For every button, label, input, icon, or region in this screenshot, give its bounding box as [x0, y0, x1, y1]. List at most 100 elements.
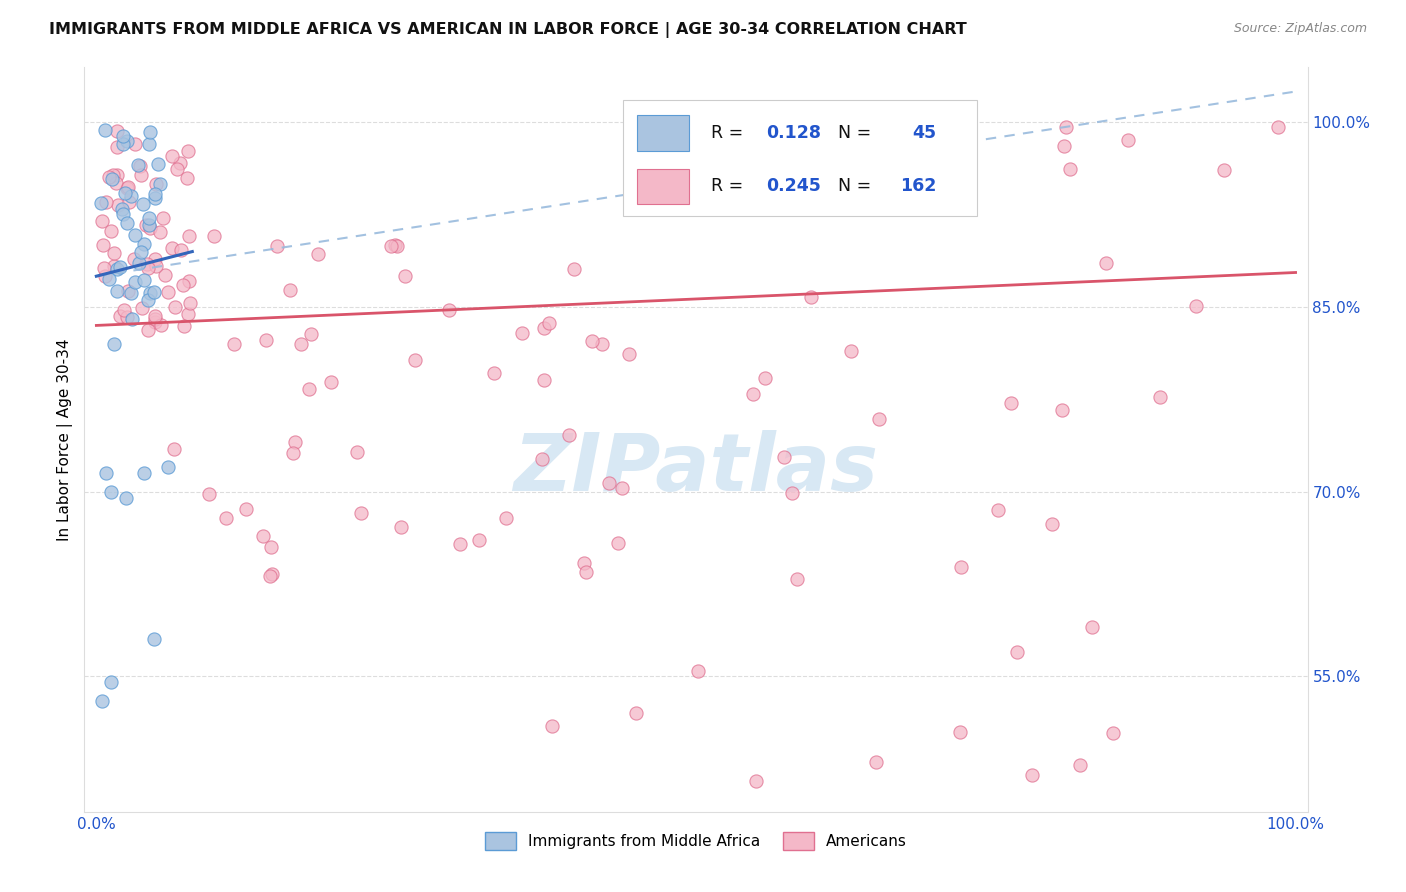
Point: [299, 327, 322, 342]
Point: [115, 310, 138, 324]
Point: [157, 460, 180, 475]
Point: [132, 273, 155, 287]
Point: [163, 442, 186, 456]
Point: [115, 181, 138, 195]
Point: [131, 301, 153, 315]
Point: [868, 412, 890, 426]
Point: [108, 310, 131, 324]
Point: [97, 272, 120, 286]
Text: 0.128: 0.128: [766, 124, 821, 142]
Point: [754, 371, 776, 385]
Point: [162, 149, 184, 163]
Point: [558, 428, 581, 442]
Point: [624, 706, 647, 721]
Point: [98, 169, 121, 184]
Point: [290, 337, 312, 351]
Point: [1059, 162, 1081, 177]
Point: [146, 157, 169, 171]
Point: [100, 484, 122, 499]
Point: [104, 177, 127, 191]
Point: [91, 694, 114, 708]
Point: [131, 197, 153, 211]
Point: [284, 434, 307, 449]
Point: [574, 556, 596, 570]
Point: [163, 301, 186, 315]
Point: [782, 486, 804, 500]
Point: [120, 189, 142, 203]
Point: [166, 161, 188, 176]
Point: [179, 296, 201, 310]
Text: R =: R =: [710, 124, 748, 142]
Point: [122, 252, 145, 266]
Point: [1081, 620, 1104, 634]
Text: ZIPatlas: ZIPatlas: [513, 430, 879, 508]
Point: [346, 445, 368, 459]
Point: [136, 257, 159, 271]
Point: [160, 241, 183, 255]
Point: [136, 260, 159, 275]
Point: [100, 675, 122, 690]
Text: N =: N =: [827, 124, 876, 142]
Point: [198, 487, 221, 501]
Point: [235, 502, 257, 516]
Point: [176, 145, 198, 159]
Point: [112, 302, 135, 317]
Point: [1050, 402, 1073, 417]
Point: [617, 347, 640, 361]
Point: [169, 156, 191, 170]
Text: IMMIGRANTS FROM MIDDLE AFRICA VS AMERICAN IN LABOR FORCE | AGE 30-34 CORRELATION: IMMIGRANTS FROM MIDDLE AFRICA VS AMERICA…: [49, 22, 967, 38]
Point: [117, 179, 139, 194]
Point: [94, 195, 117, 210]
Point: [467, 533, 489, 548]
Point: [949, 724, 972, 739]
Point: [449, 537, 471, 551]
Point: [93, 261, 115, 276]
Point: [1213, 163, 1236, 178]
Point: [1054, 120, 1077, 134]
Point: [105, 124, 128, 138]
Point: [319, 375, 342, 389]
Point: [142, 632, 165, 647]
Point: [537, 316, 560, 330]
Point: [143, 311, 166, 326]
Point: [884, 140, 907, 154]
Text: 162: 162: [900, 177, 936, 194]
Point: [139, 124, 162, 138]
Point: [266, 239, 288, 253]
Point: [101, 172, 124, 186]
Point: [222, 337, 245, 351]
Point: [177, 307, 200, 321]
Point: [94, 269, 117, 284]
Point: [93, 123, 115, 137]
Point: [1005, 645, 1028, 659]
Point: [591, 336, 613, 351]
Point: [143, 285, 166, 299]
Point: [437, 302, 460, 317]
Point: [394, 268, 416, 283]
Point: [117, 284, 139, 298]
Point: [281, 445, 304, 459]
Point: [152, 211, 174, 225]
Point: [810, 161, 832, 176]
Point: [100, 224, 122, 238]
Point: [1149, 390, 1171, 404]
Point: [387, 239, 409, 253]
Point: [128, 159, 150, 173]
Point: [90, 214, 112, 228]
Point: [641, 117, 664, 131]
Bar: [637, 115, 689, 152]
Point: [139, 221, 162, 235]
Point: [124, 137, 146, 152]
Point: [115, 491, 138, 505]
Point: [1000, 396, 1022, 410]
Point: [384, 238, 406, 252]
Point: [949, 560, 972, 574]
Point: [115, 216, 138, 230]
Point: [138, 323, 160, 337]
Point: [1267, 120, 1289, 135]
Point: [404, 352, 426, 367]
Point: [541, 718, 564, 732]
Point: [173, 319, 195, 334]
Point: [1069, 758, 1091, 772]
Point: [103, 245, 125, 260]
